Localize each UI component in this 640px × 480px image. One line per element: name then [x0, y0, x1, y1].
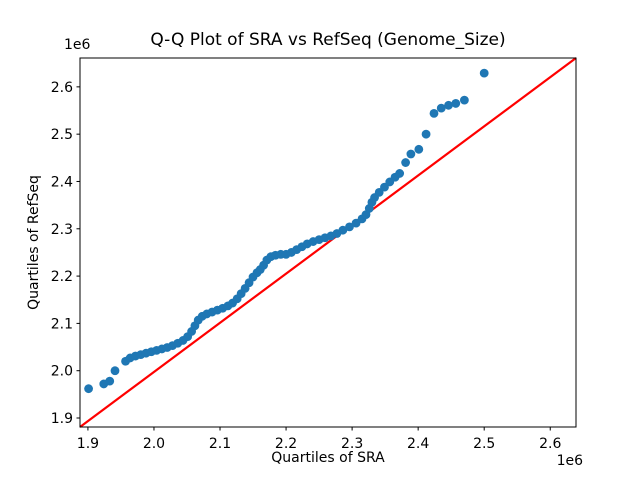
plot-area: 1.9 2.0 2.1 2.2 2.3 2.4 2.5 2.6 1.9 2.0 2.1 2.2 2.3 2… — [51, 57, 577, 452]
x-tick-label: 2.3 — [341, 436, 363, 452]
y-tick-label: 2.0 — [51, 364, 73, 380]
scatter-point — [479, 68, 489, 78]
y-tick-label: 2.5 — [51, 127, 73, 143]
scatter-point — [436, 103, 446, 113]
scatter-point — [414, 144, 424, 154]
x-tick-label: 2.1 — [209, 436, 231, 452]
scatter-point — [444, 100, 453, 110]
y-tick-label: 1.9 — [51, 411, 73, 427]
x-tick-label: 2.5 — [473, 436, 495, 452]
y-tick-label: 2.6 — [51, 80, 73, 96]
axes-frame — [79, 57, 577, 428]
y-tick-label: 2.3 — [51, 222, 73, 238]
scatter-point — [459, 95, 469, 105]
y-tick-label: 2.2 — [51, 269, 73, 285]
y-axis-offset-label: 1e6 — [64, 37, 91, 53]
scatter-point — [421, 129, 431, 139]
x-tick-label: 2.4 — [407, 436, 429, 452]
scatter-point — [451, 99, 461, 108]
x-tick-label: 1.9 — [77, 436, 99, 452]
y-tick-label: 2.1 — [51, 316, 73, 332]
scatter-point — [406, 149, 416, 159]
scatter-point — [105, 376, 115, 386]
x-tick-label: 2.0 — [143, 436, 165, 452]
scatter-point — [84, 384, 93, 394]
reference-line — [79, 57, 577, 428]
x-axis-offset-label: 1e6 — [557, 453, 584, 469]
scatter-point — [345, 222, 354, 232]
x-axis-label: Quartiles of SRA — [271, 450, 385, 466]
scatter-point — [110, 366, 120, 376]
scatter-point — [395, 169, 405, 178]
y-axis-label: Quartiles of RefSeq — [26, 175, 42, 310]
x-tick-label: 2.2 — [275, 436, 297, 452]
chart-title: Q-Q Plot of SRA vs RefSeq (Genome_Size) — [150, 30, 505, 50]
scatter-point — [429, 108, 439, 118]
scatter-point — [401, 158, 411, 167]
x-tick-label: 2.6 — [539, 436, 561, 452]
y-tick-label: 2.4 — [51, 174, 73, 190]
scatter-point — [338, 225, 348, 235]
